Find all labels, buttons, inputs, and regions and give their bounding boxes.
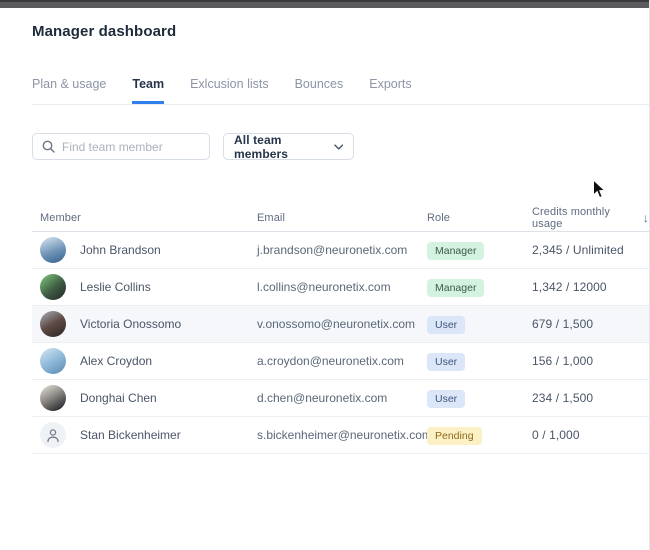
member-name: Alex Croydon (80, 354, 153, 368)
tab-exports[interactable]: Exports (369, 77, 412, 91)
column-header-email: Email (257, 211, 286, 224)
column-header-credits[interactable]: Credits monthly usage ↓ (532, 205, 649, 230)
table-row[interactable]: Victoria Onossomo v.onossomo@neuronetix.… (32, 306, 649, 343)
table-row[interactable]: Donghai Chen d.chen@neuronetix.com User … (32, 380, 649, 417)
page-title: Manager dashboard (32, 23, 177, 40)
credits-usage: 1,342 / 12000 (532, 280, 607, 294)
member-name: Victoria Onossomo (80, 317, 182, 331)
role-badge: Manager (427, 278, 485, 297)
tab-team[interactable]: Team (132, 77, 165, 104)
search-box[interactable] (32, 133, 210, 160)
avatar (40, 311, 66, 337)
search-icon (42, 140, 55, 153)
window-top-edge (0, 0, 649, 8)
column-header-member: Member (40, 211, 81, 224)
person-icon (47, 428, 59, 442)
team-filter-dropdown[interactable]: All team members (223, 132, 354, 161)
role-badge: User (427, 389, 466, 408)
member-email: a.croydon@neuronetix.com (257, 354, 404, 368)
team-filter-value: All team members (234, 132, 289, 161)
tab-plan-usage[interactable]: Plan & usage (32, 77, 107, 91)
avatar (40, 237, 66, 263)
team-table: Member Email Role Credits monthly usage … (32, 204, 649, 454)
table-row[interactable]: Leslie Collins l.collins@neuronetix.com … (32, 269, 649, 306)
tab-bar: Plan & usage Team Exlcusion lists Bounce… (32, 77, 649, 105)
avatar (40, 274, 66, 300)
chevron-down-icon (333, 143, 343, 150)
credits-usage: 156 / 1,000 (532, 354, 594, 368)
toolbar: All team members (32, 132, 649, 161)
avatar (40, 385, 66, 411)
column-header-role: Role (427, 211, 451, 224)
role-badge: User (427, 315, 466, 334)
table-header-row: Member Email Role Credits monthly usage … (32, 204, 649, 232)
tab-exclusion-lists[interactable]: Exlcusion lists (190, 77, 269, 91)
table-row[interactable]: Stan Bickenheimer s.bickenheimer@neurone… (32, 417, 649, 454)
member-email: s.bickenheimer@neuronetix.com (257, 428, 432, 442)
member-name: Stan Bickenheimer (80, 428, 181, 442)
avatar (40, 348, 66, 374)
member-name: John Brandson (80, 243, 161, 257)
role-badge: Pending (427, 426, 482, 445)
credits-usage: 2,345 / Unlimited (532, 243, 624, 257)
role-badge: User (427, 352, 466, 371)
member-name: Leslie Collins (80, 280, 151, 294)
search-input[interactable] (62, 139, 200, 154)
member-name: Donghai Chen (80, 391, 157, 405)
avatar-placeholder (40, 422, 66, 448)
tab-bounces[interactable]: Bounces (294, 77, 344, 91)
credits-usage: 0 / 1,000 (532, 428, 580, 442)
table-row[interactable]: Alex Croydon a.croydon@neuronetix.com Us… (32, 343, 649, 380)
sort-descending-icon[interactable]: ↓ (642, 210, 649, 225)
credits-usage: 679 / 1,500 (532, 317, 594, 331)
member-email: d.chen@neuronetix.com (257, 391, 388, 405)
member-email: j.brandson@neuronetix.com (257, 243, 408, 257)
role-badge: Manager (427, 241, 485, 260)
member-email: v.onossomo@neuronetix.com (257, 317, 416, 331)
member-email: l.collins@neuronetix.com (257, 280, 391, 294)
table-row[interactable]: John Brandson j.brandson@neuronetix.com … (32, 232, 649, 269)
credits-usage: 234 / 1,500 (532, 391, 594, 405)
